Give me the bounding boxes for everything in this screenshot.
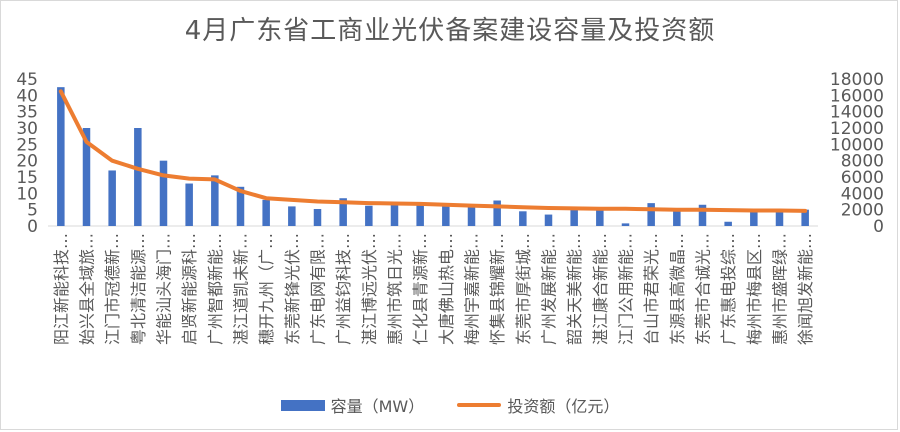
bar-capacity bbox=[775, 211, 784, 226]
line-series-investment bbox=[58, 89, 808, 213]
category-label: 湛江道凯未新… bbox=[232, 233, 251, 345]
bar-capacity bbox=[82, 128, 91, 226]
right-axis-tick-label: 16000 bbox=[830, 86, 884, 106]
category-label: 湛江博远光伏… bbox=[360, 233, 379, 345]
bar-capacity bbox=[365, 205, 373, 226]
legend-item-capacity: 容量（MW） bbox=[280, 393, 425, 417]
right-axis-tick-label: 2000 bbox=[841, 201, 884, 221]
bar-capacity bbox=[570, 209, 578, 226]
category-label: 梅州宇嘉新能… bbox=[463, 233, 482, 345]
right-axis-tick-label: 6000 bbox=[841, 168, 884, 188]
bar-capacity bbox=[673, 208, 681, 226]
bar-capacity bbox=[211, 175, 219, 226]
right-axis-tick-label: 18000 bbox=[830, 70, 884, 90]
category-label: 东源县高微晶… bbox=[668, 233, 687, 345]
category-label: 惠州市筑日光… bbox=[386, 233, 405, 345]
category-label: 东莞市合诚光… bbox=[694, 233, 713, 345]
bar-capacity bbox=[442, 204, 450, 226]
category-label: 韶关天美新能… bbox=[565, 233, 584, 345]
category-label: 广州发展新能… bbox=[540, 233, 559, 345]
bar-capacity bbox=[313, 209, 322, 226]
category-label: 广州益钧科技… bbox=[334, 233, 353, 345]
bar-capacity bbox=[698, 204, 707, 226]
category-label: 大唐佛山热电… bbox=[437, 233, 456, 345]
bar-capacity bbox=[57, 87, 65, 227]
category-label: 广东惠电投综… bbox=[719, 233, 738, 345]
bar-capacity bbox=[288, 206, 296, 226]
right-axis-tick-label: 14000 bbox=[830, 103, 884, 123]
bar-capacity bbox=[621, 223, 630, 226]
bar-capacity bbox=[134, 128, 142, 226]
category-label: 华能汕头海门… bbox=[155, 233, 174, 345]
right-axis-tick-label: 12000 bbox=[830, 119, 884, 139]
legend-bar-swatch-icon bbox=[280, 399, 325, 411]
bar-capacity bbox=[339, 198, 347, 226]
legend: 容量（MW） 投资额（亿元） bbox=[0, 393, 900, 417]
bar-capacity bbox=[647, 203, 655, 226]
bar-capacity bbox=[390, 204, 399, 226]
left-axis-tick-label: 0 bbox=[27, 217, 38, 237]
left-axis-tick-label: 20 bbox=[16, 152, 38, 172]
category-label: 惠州市盛晖绿… bbox=[771, 233, 790, 345]
left-axis-tick-label: 45 bbox=[16, 70, 38, 90]
category-label: 梅州市梅县区… bbox=[745, 233, 764, 345]
left-axis-tick-label: 25 bbox=[16, 135, 38, 155]
bar-series-capacity bbox=[57, 87, 809, 227]
bar-capacity bbox=[519, 211, 527, 226]
category-label: 江门公用新能… bbox=[617, 233, 636, 345]
right-axis-tick-label: 10000 bbox=[830, 135, 884, 155]
category-label: 粤北清洁能源… bbox=[129, 233, 148, 345]
legend-label-capacity: 容量（MW） bbox=[330, 397, 425, 416]
right-axis-tick-label: 0 bbox=[873, 217, 884, 237]
category-label: 东莞新锋光伏… bbox=[283, 233, 302, 345]
category-label: 东莞市厚街城… bbox=[514, 233, 533, 345]
bar-capacity bbox=[416, 203, 424, 226]
bar-capacity bbox=[596, 209, 604, 226]
category-label: 怀集县锦耀新… bbox=[488, 233, 507, 345]
category-label: 徐闻旭发新能… bbox=[796, 233, 815, 345]
left-axis-tick-label: 30 bbox=[16, 119, 38, 139]
left-axis-tick-label: 10 bbox=[16, 184, 38, 204]
bar-capacity bbox=[467, 204, 476, 226]
bar-capacity bbox=[108, 170, 116, 226]
bar-capacity bbox=[159, 160, 168, 226]
bar-capacity bbox=[262, 199, 270, 226]
category-label: 阳江新能科技… bbox=[52, 233, 71, 345]
legend-label-investment: 投资额（亿元） bbox=[507, 397, 620, 416]
legend-item-investment: 投资额（亿元） bbox=[457, 393, 619, 417]
right-axis-tick-label: 8000 bbox=[841, 152, 884, 172]
category-labels: 阳江新能科技… 始兴县全域旅… 江门市冠德新… 粤北清洁能源… 华能汕头海门… 启贤新能源… bbox=[52, 233, 815, 345]
category-label: 广东电网有限… bbox=[309, 233, 328, 345]
legend-line-swatch-icon bbox=[457, 403, 502, 407]
left-axis-tick-label: 5 bbox=[27, 201, 38, 221]
chart-title: 4月广东省工商业光伏备案建设容量及投资额 bbox=[184, 16, 716, 46]
category-label: 台山市君荣光… bbox=[642, 233, 661, 345]
category-label: 启贤新能源科… bbox=[180, 233, 199, 345]
category-label: 穗开九州（广… bbox=[257, 233, 276, 345]
bar-capacity bbox=[801, 209, 809, 226]
bar-capacity bbox=[493, 200, 501, 226]
right-axis-tick-label: 4000 bbox=[841, 184, 884, 204]
category-label: 广州智都新能… bbox=[206, 233, 225, 345]
bar-capacity bbox=[750, 211, 758, 226]
bar-capacity bbox=[236, 186, 245, 226]
left-axis-tick-label: 15 bbox=[16, 168, 38, 188]
category-label: 江门市冠德新… bbox=[103, 233, 122, 345]
category-label: 仁化县青源新… bbox=[411, 233, 430, 345]
bar-capacity bbox=[724, 221, 732, 226]
left-axis-tick-label: 40 bbox=[16, 86, 38, 106]
left-axis-tick-label: 35 bbox=[16, 103, 38, 123]
category-label: 湛江康合新能… bbox=[591, 233, 610, 345]
bar-capacity bbox=[185, 183, 193, 226]
bar-capacity bbox=[544, 214, 553, 226]
category-label: 始兴县全域旅… bbox=[78, 233, 97, 345]
right-axis-ticks: 0200040006000800010000120001400016000180… bbox=[830, 70, 884, 237]
